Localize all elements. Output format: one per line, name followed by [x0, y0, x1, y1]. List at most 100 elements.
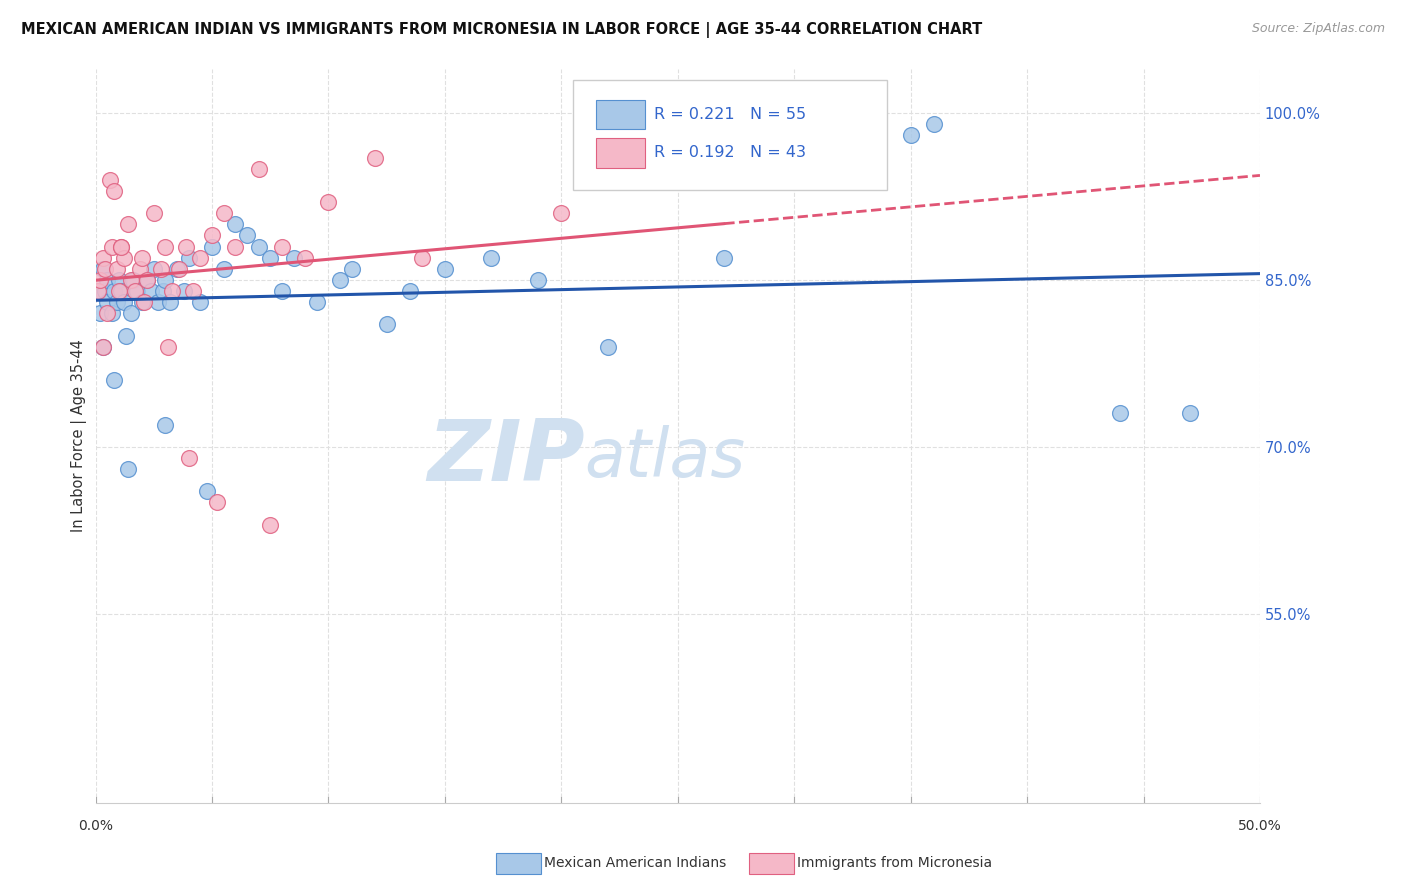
- Point: [329, 273, 352, 287]
- Point: [550, 206, 572, 220]
- Point: [177, 450, 200, 465]
- Point: [103, 284, 125, 298]
- Point: [91, 251, 114, 265]
- Point: [149, 261, 172, 276]
- Point: [173, 284, 195, 298]
- Point: [596, 340, 619, 354]
- Point: [121, 273, 143, 287]
- Point: [190, 295, 212, 310]
- Point: [177, 251, 200, 265]
- Point: [135, 273, 157, 287]
- Point: [141, 284, 163, 298]
- Point: [142, 206, 165, 220]
- Point: [89, 273, 111, 287]
- Point: [1178, 406, 1201, 420]
- Point: [212, 206, 235, 220]
- FancyBboxPatch shape: [596, 100, 645, 129]
- Point: [103, 184, 125, 198]
- Point: [159, 295, 181, 310]
- Point: [101, 306, 124, 320]
- Text: R = 0.192   N = 43: R = 0.192 N = 43: [654, 145, 807, 161]
- Point: [162, 284, 184, 298]
- Point: [340, 261, 363, 276]
- Text: ZIP: ZIP: [427, 417, 585, 500]
- Point: [155, 273, 177, 287]
- Point: [110, 239, 132, 253]
- Point: [120, 306, 142, 320]
- Point: [103, 373, 125, 387]
- Point: [87, 284, 110, 298]
- Point: [190, 251, 212, 265]
- FancyBboxPatch shape: [574, 79, 887, 190]
- Point: [212, 261, 235, 276]
- Point: [169, 261, 191, 276]
- Point: [127, 284, 149, 298]
- Point: [110, 284, 132, 298]
- Point: [224, 217, 246, 231]
- Point: [201, 228, 224, 243]
- Point: [399, 284, 422, 298]
- Point: [224, 239, 246, 253]
- Point: [156, 340, 179, 354]
- Point: [176, 239, 198, 253]
- Text: Mexican American Indians: Mexican American Indians: [544, 856, 727, 871]
- Point: [155, 417, 177, 432]
- Point: [89, 306, 111, 320]
- Point: [270, 239, 292, 253]
- Point: [527, 273, 550, 287]
- Point: [117, 462, 139, 476]
- Point: [134, 295, 156, 310]
- Point: [205, 495, 228, 509]
- Point: [115, 328, 138, 343]
- Point: [195, 484, 218, 499]
- Point: [112, 295, 135, 310]
- Point: [117, 217, 139, 231]
- Point: [110, 239, 132, 253]
- Point: [105, 295, 128, 310]
- Point: [318, 194, 340, 209]
- Y-axis label: In Labor Force | Age 35-44: In Labor Force | Age 35-44: [72, 339, 87, 533]
- Point: [900, 128, 922, 143]
- Point: [91, 340, 114, 354]
- Point: [183, 284, 205, 298]
- Point: [94, 261, 117, 276]
- Text: MEXICAN AMERICAN INDIAN VS IMMIGRANTS FROM MICRONESIA IN LABOR FORCE | AGE 35-44: MEXICAN AMERICAN INDIAN VS IMMIGRANTS FR…: [21, 22, 983, 38]
- Point: [91, 340, 114, 354]
- Text: Immigrants from Micronesia: Immigrants from Micronesia: [797, 856, 993, 871]
- Point: [131, 295, 153, 310]
- Point: [259, 251, 281, 265]
- Text: R = 0.221   N = 55: R = 0.221 N = 55: [654, 107, 807, 122]
- Point: [713, 251, 735, 265]
- Point: [112, 251, 135, 265]
- Point: [96, 295, 118, 310]
- Point: [294, 251, 316, 265]
- Point: [166, 261, 188, 276]
- Text: 50.0%: 50.0%: [1239, 820, 1282, 833]
- Point: [481, 251, 503, 265]
- Point: [135, 273, 157, 287]
- Point: [94, 284, 117, 298]
- Point: [364, 151, 387, 165]
- Point: [120, 273, 142, 287]
- Point: [98, 173, 121, 187]
- Point: [375, 318, 398, 332]
- Point: [433, 261, 456, 276]
- Point: [142, 261, 165, 276]
- Point: [96, 306, 118, 320]
- FancyBboxPatch shape: [596, 138, 645, 168]
- Point: [105, 261, 128, 276]
- Point: [108, 273, 131, 287]
- Point: [922, 117, 945, 131]
- Point: [259, 517, 281, 532]
- Point: [247, 239, 270, 253]
- Point: [152, 284, 174, 298]
- Point: [305, 295, 328, 310]
- Point: [270, 284, 292, 298]
- Point: [131, 251, 153, 265]
- Point: [201, 239, 224, 253]
- Point: [236, 228, 259, 243]
- Point: [87, 284, 110, 298]
- Point: [91, 261, 114, 276]
- Point: [247, 161, 270, 176]
- Point: [148, 295, 170, 310]
